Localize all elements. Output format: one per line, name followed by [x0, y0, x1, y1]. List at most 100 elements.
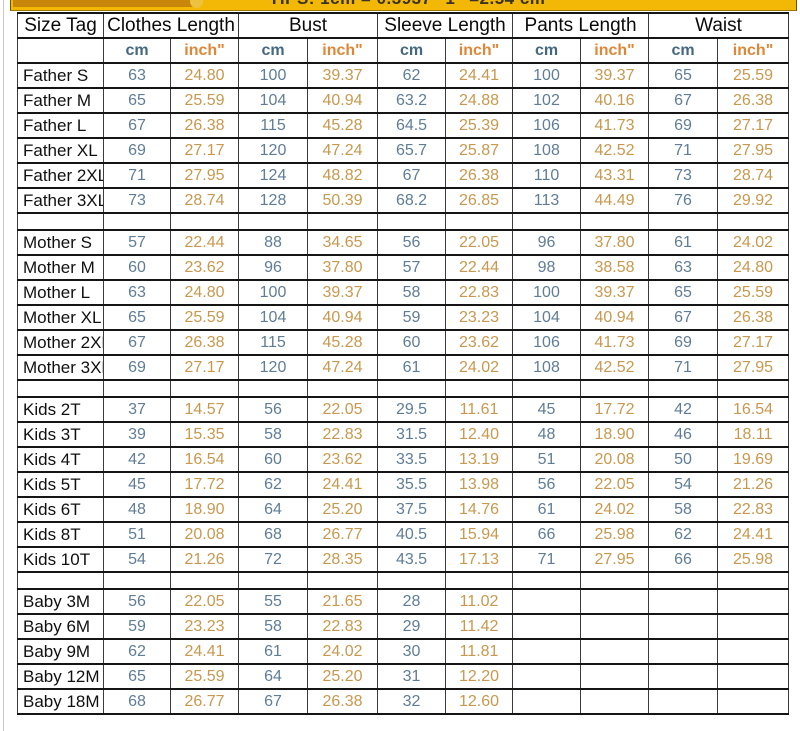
cm-value-cell: 54	[648, 471, 719, 498]
cm-value-cell: 45	[512, 396, 582, 423]
inch-value-cell: 42.52	[580, 137, 650, 164]
cm-value-cell: 31.5	[377, 421, 447, 448]
inch-value-cell: 21.26	[717, 471, 790, 498]
inch-value-cell: 27.17	[717, 329, 790, 356]
inch-value-cell: 43.31	[580, 162, 650, 189]
inch-value-cell: 12.40	[445, 421, 514, 448]
inch-value-cell: 27.95	[717, 137, 790, 164]
inch-value-cell: 25.20	[307, 663, 379, 690]
unit-cm-header: cm	[377, 37, 447, 64]
inch-value-cell	[580, 663, 650, 690]
inch-value-cell: 26.38	[717, 304, 790, 331]
cm-value-cell: 48	[103, 496, 171, 523]
inch-value-cell: 18.90	[169, 496, 240, 523]
inch-value-cell	[717, 613, 790, 640]
inch-value-cell: 24.80	[169, 279, 240, 306]
row-mother-3xl: Mother 3XL 69 27.17 120 47.24 61 24.02 108 42.52…	[17, 354, 790, 381]
cm-value-cell: 62	[377, 62, 447, 89]
empty-cell	[238, 379, 309, 398]
inch-value-cell: 22.83	[445, 279, 514, 306]
size-tag-cell: Mother 3XL	[17, 354, 104, 381]
size-tag-cell: Kids 6T	[17, 496, 104, 523]
row-kids-3t: Kids 3T 39 15.35 58 22.83 31.5 12.40 48 18.90 46 1…	[17, 421, 790, 448]
inch-value-cell: 23.62	[307, 446, 379, 473]
inch-value-cell: 21.26	[169, 546, 240, 573]
inch-value-cell: 25.87	[445, 137, 514, 164]
empty-cell	[648, 571, 719, 590]
header-size-tag: Size Tag	[17, 12, 104, 39]
empty-cell	[377, 571, 447, 590]
cm-value-cell: 108	[512, 137, 582, 164]
inch-value-cell: 15.35	[169, 421, 240, 448]
inch-value-cell: 26.85	[445, 187, 514, 214]
inch-value-cell: 22.05	[445, 229, 514, 256]
inch-value-cell: 41.73	[580, 112, 650, 139]
size-tag-cell: Father L	[17, 112, 104, 139]
cm-value-cell: 71	[512, 546, 582, 573]
inch-value-cell: 22.05	[307, 396, 379, 423]
inch-value-cell: 12.20	[445, 663, 514, 690]
size-tag-cell: Baby 3M	[17, 588, 104, 615]
cm-value-cell: 37	[103, 396, 171, 423]
cm-value-cell: 55	[238, 588, 309, 615]
row-father-s: Father S 63 24.80 100 39.37 62 24.41 100 39.37 65…	[17, 62, 790, 89]
empty-cell	[717, 212, 790, 231]
cm-value-cell: 65	[103, 304, 171, 331]
empty-cell	[648, 379, 719, 398]
header-pants-length: Pants Length	[512, 12, 650, 39]
cm-value-cell: 68	[103, 688, 171, 715]
inch-value-cell: 15.94	[445, 521, 514, 548]
cm-value-cell: 43.5	[377, 546, 447, 573]
cm-value-cell: 48	[512, 421, 582, 448]
cm-value-cell: 69	[103, 354, 171, 381]
inch-value-cell: 22.83	[307, 613, 379, 640]
inch-value-cell: 47.24	[307, 354, 379, 381]
empty-cell	[512, 212, 582, 231]
size-tag-cell: Kids 8T	[17, 521, 104, 548]
inch-value-cell: 14.57	[169, 396, 240, 423]
unit-inch-header: inch"	[717, 37, 790, 64]
cm-value-cell: 67	[238, 688, 309, 715]
inch-value-cell: 39.37	[580, 279, 650, 306]
cm-value-cell: 76	[648, 187, 719, 214]
cm-value-cell: 102	[512, 87, 582, 114]
cm-value-cell: 71	[648, 137, 719, 164]
row-father-l: Father L 67 26.38 115 45.28 64.5 25.39 106 41.73…	[17, 112, 790, 139]
separator-row	[17, 379, 790, 398]
inch-value-cell: 13.98	[445, 471, 514, 498]
cm-value-cell: 60	[238, 446, 309, 473]
empty-cell	[580, 379, 650, 398]
cm-value-cell: 71	[648, 354, 719, 381]
cm-value-cell: 63.2	[377, 87, 447, 114]
inch-value-cell: 22.05	[580, 471, 650, 498]
cm-value-cell: 42	[103, 446, 171, 473]
inch-value-cell: 39.37	[307, 279, 379, 306]
cm-value-cell: 106	[512, 112, 582, 139]
group-header-row: Size Tag Clothes Length Bust Sleeve Leng…	[17, 12, 790, 39]
inch-value-cell: 25.39	[445, 112, 514, 139]
cm-value-cell: 106	[512, 329, 582, 356]
cm-value-cell: 60	[103, 254, 171, 281]
cm-value-cell: 35.5	[377, 471, 447, 498]
cm-value-cell	[512, 613, 582, 640]
row-father-2xl: Father 2XL 71 27.95 124 48.82 67 26.38 110 43.31…	[17, 162, 790, 189]
inch-value-cell: 25.59	[169, 663, 240, 690]
cm-value-cell: 63	[648, 254, 719, 281]
unit-inch-header: inch"	[307, 37, 379, 64]
empty-cell	[445, 379, 514, 398]
header-bust: Bust	[238, 12, 379, 39]
size-tag-cell: Baby 6M	[17, 613, 104, 640]
cm-value-cell: 61	[377, 354, 447, 381]
size-tag-cell: Mother 2XL	[17, 329, 104, 356]
inch-value-cell: 28.74	[717, 162, 790, 189]
inch-value-cell: 26.77	[307, 521, 379, 548]
cm-value-cell: 69	[648, 112, 719, 139]
cm-value-cell: 65	[103, 87, 171, 114]
size-tag-cell: Baby 12M	[17, 663, 104, 690]
cm-value-cell: 29	[377, 613, 447, 640]
inch-value-cell: 34.65	[307, 229, 379, 256]
row-mother-xl: Mother XL 65 25.59 104 40.94 59 23.23 104 40.94 6…	[17, 304, 790, 331]
cm-value-cell: 65.7	[377, 137, 447, 164]
cm-value-cell: 64	[238, 663, 309, 690]
inch-value-cell: 11.42	[445, 613, 514, 640]
